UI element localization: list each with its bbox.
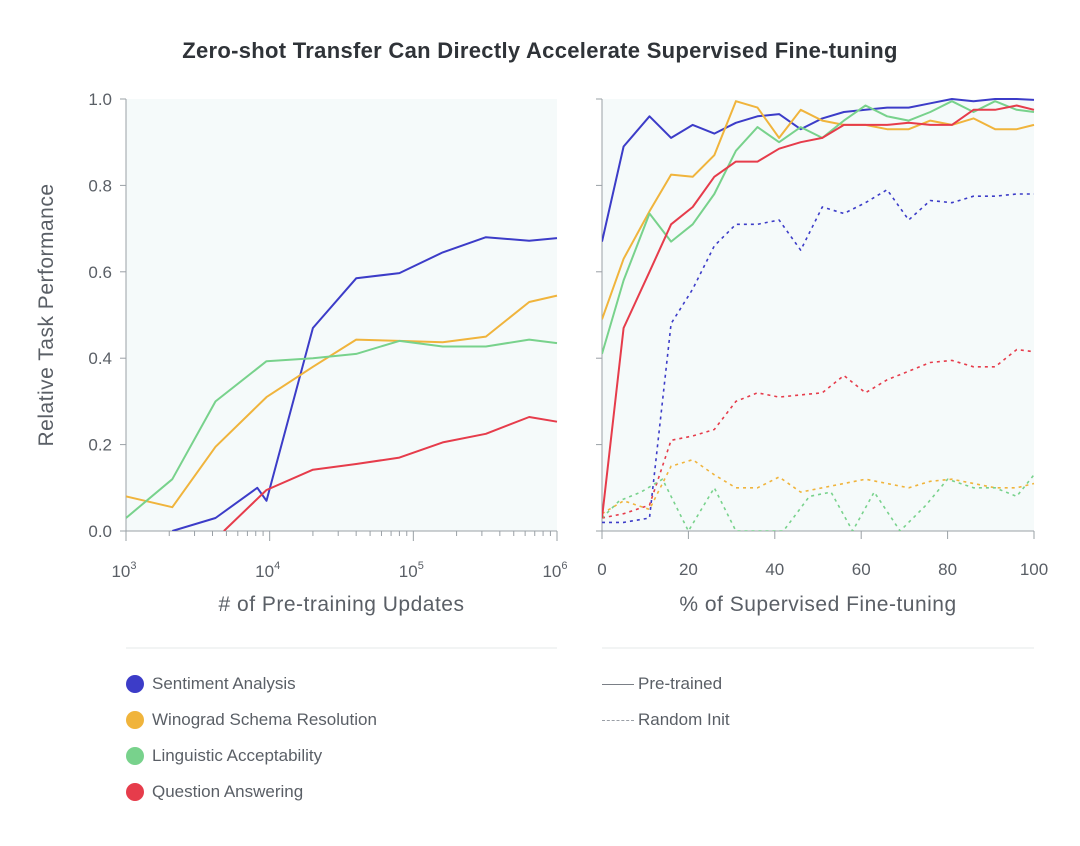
legend-styles: Pre-trained Random Init [602,666,730,738]
y-tick-label: 1.0 [88,90,112,109]
series-line-winograd-dashed-right [602,458,1035,515]
x-tick-label: 104 [255,560,280,581]
series-line-qa-solid-left [223,416,558,531]
series-line-sentiment-dashed-right [602,188,1034,524]
y-tick-label: 0.8 [88,176,112,195]
x-tick-label: 105 [399,560,424,581]
panel-left: 0.0 0.2 0.4 0.6 0.8 1.0 103 104 105 106 # of Pre-t… [35,90,568,616]
legend-dot-sentiment [126,675,144,693]
x-tick-label: 0 [597,560,606,579]
legend-label-winograd: Winograd Schema Resolution [152,710,377,729]
y-tick-label: 0.0 [88,522,112,541]
panel-background-right [602,99,1034,531]
series-line-qa-dashed-right [602,348,1035,519]
legend-label-linguistic: Linguistic Acceptability [152,746,323,765]
x-tick-label: 106 [542,560,567,581]
x-axis-label-left: # of Pre-training Updates [219,593,465,616]
series-line-linguistic-solid-left [126,338,558,519]
y-tick-label: 0.6 [88,263,112,282]
x-tick-label: 103 [111,560,136,581]
series-line-qa-solid-right [602,104,1035,519]
legend-label-sentiment: Sentiment Analysis [152,674,296,693]
legend-dot-winograd [126,711,144,729]
legend-item-winograd: Winograd Schema Resolution [126,702,377,738]
legend-item-linguistic: Linguistic Acceptability [126,738,377,774]
series-line-sentiment-solid-left [172,236,558,531]
series-line-winograd-solid-left [126,294,558,509]
legend-swatch-solid [602,683,634,685]
x-tick-label: 100 [1020,560,1048,579]
legend-dot-qa [126,783,144,801]
panel-background-left [126,99,557,531]
x-axis-label-right: % of Supervised Fine-tuning [679,593,956,616]
legend-dot-linguistic [126,747,144,765]
series-line-sentiment-solid-right [602,98,1035,242]
series-line-winograd-solid-right [602,100,1035,320]
legend-tasks: Sentiment Analysis Winograd Schema Resol… [126,666,377,810]
legend-item-pretrained: Pre-trained [602,666,730,702]
x-tick-label: 60 [852,560,871,579]
legend-label-qa: Question Answering [152,782,304,801]
legend-label-pretrained: Pre-trained [638,674,723,693]
y-tick-label: 0.4 [88,349,112,368]
legend-swatch-dashed [602,719,634,721]
legend-label-random-init: Random Init [638,710,730,729]
legend-item-sentiment: Sentiment Analysis [126,666,377,702]
legend-item-qa: Question Answering [126,774,377,810]
x-tick-label: 40 [765,560,784,579]
y-tick-label: 0.2 [88,436,112,455]
series-line-linguistic-dashed-right [602,474,1035,531]
legend-item-random-init: Random Init [602,702,730,738]
x-tick-label: 80 [938,560,957,579]
panel-right: 0 20 40 60 80 100 % of Supervised Fine-tuning [596,98,1048,616]
y-axis-label: Relative Task Performance [35,183,58,446]
chart-title: Zero-shot Transfer Can Directly Accelera… [182,38,898,63]
x-tick-label: 20 [679,560,698,579]
